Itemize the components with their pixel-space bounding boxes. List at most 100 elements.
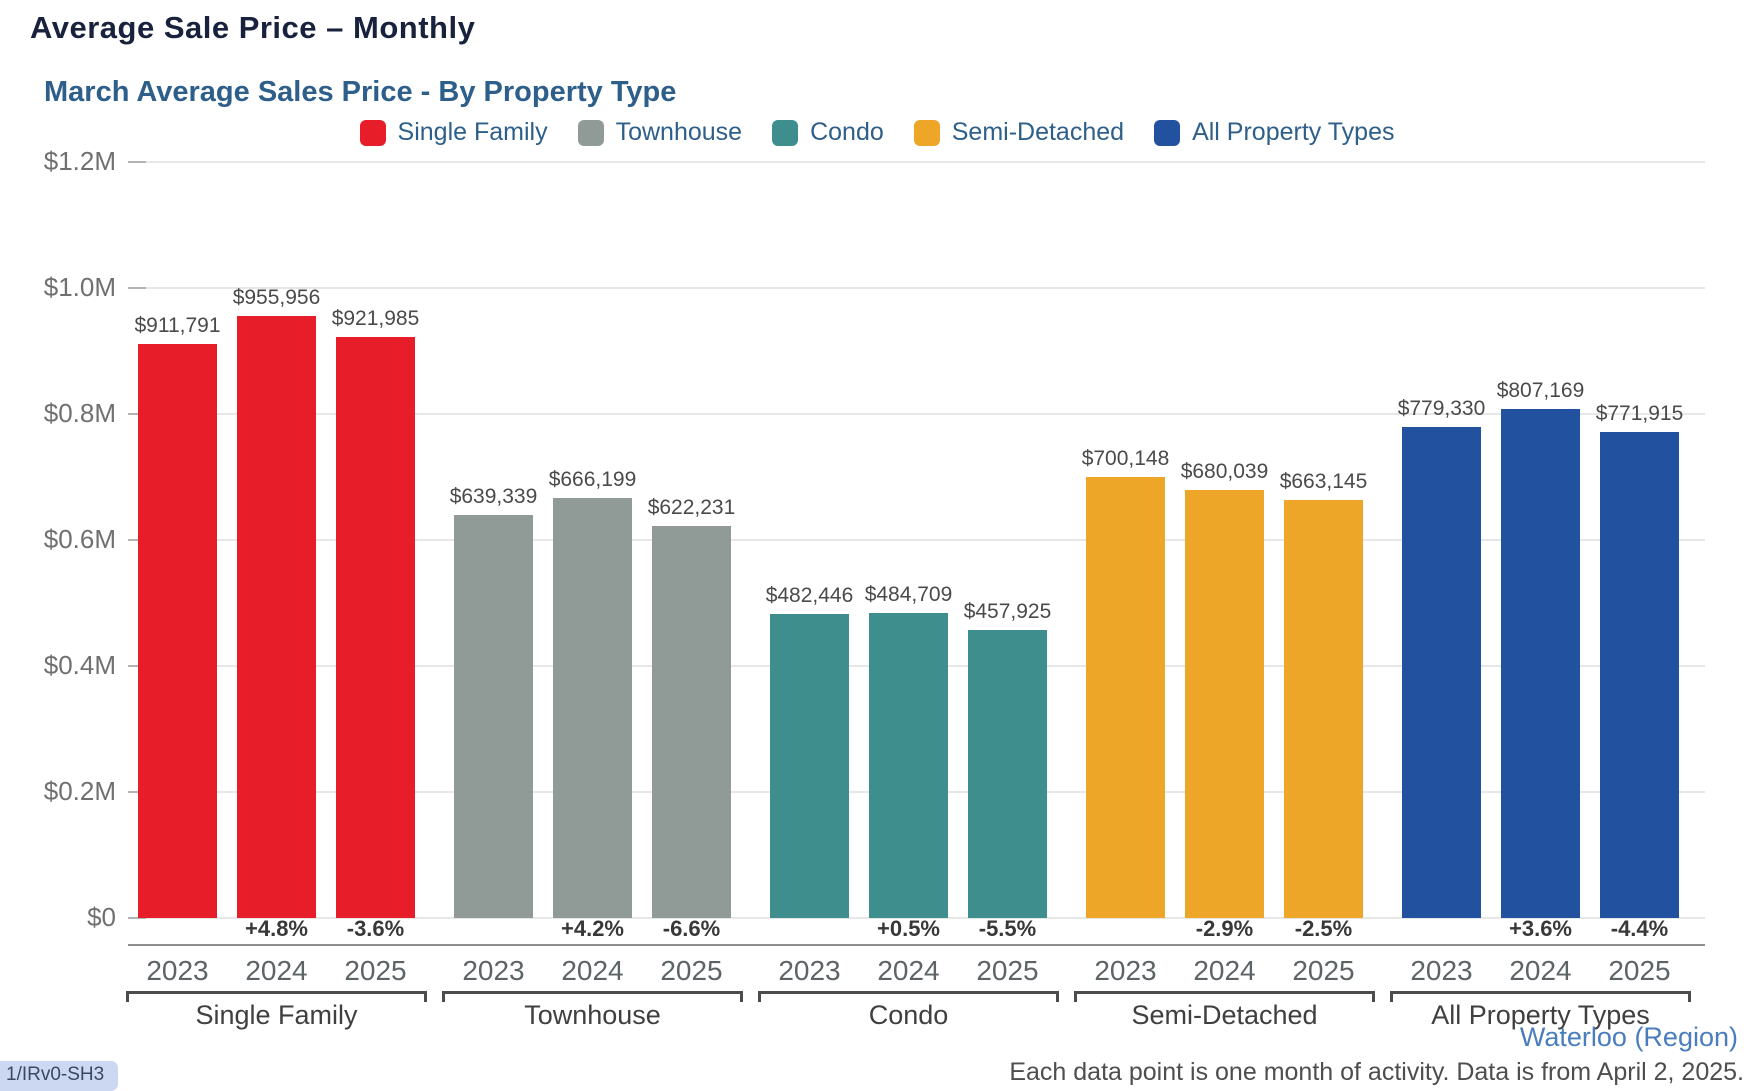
pct-change-label: -5.5% <box>978 916 1037 941</box>
bar-all-property-types-2023[interactable] <box>1402 427 1481 918</box>
year-label: 2024 <box>1193 955 1256 986</box>
legend-item-condo[interactable]: Condo <box>772 118 884 147</box>
bar-condo-2024[interactable] <box>869 612 948 918</box>
legend-swatch-icon <box>772 119 799 146</box>
bar-value-label: $680,039 <box>1180 459 1269 483</box>
pct-change-label: +0.5% <box>877 916 940 941</box>
pct-change-label: -2.5% <box>1294 916 1353 941</box>
bar-single-family-2025[interactable] <box>336 337 415 918</box>
axis-underline <box>128 944 1705 946</box>
legend-label: Townhouse <box>615 118 743 146</box>
y-axis-tick <box>128 287 146 289</box>
legend-swatch-icon <box>913 119 940 146</box>
group-label-all-property-types: All Property Types <box>1431 1000 1650 1030</box>
bar-all-property-types-2024[interactable] <box>1501 409 1580 918</box>
y-axis-tick <box>128 413 146 415</box>
year-label: 2024 <box>877 955 940 986</box>
gridline <box>128 287 1705 289</box>
bar-value-label: $666,199 <box>548 468 637 492</box>
year-label: 2025 <box>1292 955 1355 986</box>
group-label-semi-detached: Semi-Detached <box>1131 1000 1318 1030</box>
group-bracket <box>1390 991 1691 1002</box>
legend-label: Condo <box>810 118 884 146</box>
y-axis-label: $1.0M <box>43 272 116 302</box>
pct-change-label: +4.8% <box>245 916 308 941</box>
bar-value-label: $911,791 <box>134 313 221 337</box>
legend-label: Single Family <box>397 118 548 146</box>
year-label: 2025 <box>976 955 1039 986</box>
data-source-footnote: Each data point is one month of activity… <box>1009 1058 1744 1086</box>
pct-change-label: -2.9% <box>1195 916 1254 941</box>
legend-item-townhouse[interactable]: Townhouse <box>577 118 743 147</box>
bar-value-label: $663,145 <box>1279 470 1368 494</box>
group-bracket <box>758 991 1059 1002</box>
bar-single-family-2024[interactable] <box>237 315 316 918</box>
bar-townhouse-2023[interactable] <box>454 515 533 918</box>
year-label: 2023 <box>462 955 525 986</box>
gridline <box>128 539 1705 541</box>
bar-value-label: $639,339 <box>449 485 538 509</box>
bar-value-label: $807,169 <box>1496 379 1585 403</box>
status-badge: 1/IRv0-SH3 <box>0 1061 119 1091</box>
chart-title: March Average Sales Price - By Property … <box>44 76 677 108</box>
legend-swatch-icon <box>1154 119 1181 146</box>
year-label: 2024 <box>1509 955 1572 986</box>
group-label-single-family: Single Family <box>195 1000 358 1030</box>
y-axis-label: $0.2M <box>43 776 116 806</box>
gridline <box>128 917 1705 919</box>
legend-item-single-family[interactable]: Single Family <box>359 118 548 147</box>
bar-semi-detached-2023[interactable] <box>1086 476 1165 918</box>
y-axis-tick <box>128 917 146 919</box>
bar-value-label: $771,915 <box>1595 401 1684 425</box>
y-axis-tick <box>128 161 146 163</box>
year-label: 2025 <box>660 955 723 986</box>
legend-label: Semi-Detached <box>951 118 1125 146</box>
gridline <box>128 161 1705 163</box>
year-label: 2023 <box>778 955 841 986</box>
bar-value-label: $779,330 <box>1397 397 1486 421</box>
bar-condo-2023[interactable] <box>770 614 849 918</box>
pct-change-label: +4.2% <box>561 916 624 941</box>
group-bracket <box>126 991 427 1002</box>
y-axis-label: $0 <box>87 902 116 932</box>
bar-all-property-types-2025[interactable] <box>1600 431 1679 918</box>
year-label: 2024 <box>561 955 624 986</box>
legend-item-all-property-types[interactable]: All Property Types <box>1154 118 1394 147</box>
bar-townhouse-2024[interactable] <box>553 498 632 918</box>
pct-change-label: -3.6% <box>346 916 405 941</box>
bar-value-label: $484,709 <box>864 582 953 606</box>
gridline <box>128 413 1705 415</box>
region-link[interactable]: Waterloo (Region) <box>1519 1022 1738 1052</box>
y-axis-label: $0.6M <box>43 524 116 554</box>
bar-value-label: $955,956 <box>232 285 321 309</box>
bar-semi-detached-2025[interactable] <box>1284 500 1363 918</box>
bar-townhouse-2025[interactable] <box>652 525 731 918</box>
pct-change-label: -4.4% <box>1610 916 1669 941</box>
bar-semi-detached-2024[interactable] <box>1185 489 1264 918</box>
legend-swatch-icon <box>359 119 386 146</box>
group-label-condo: Condo <box>868 1000 949 1030</box>
legend-item-semi-detached[interactable]: Semi-Detached <box>913 118 1125 147</box>
year-label: 2025 <box>344 955 407 986</box>
y-axis-label: $0.4M <box>43 650 116 680</box>
group-label-townhouse: Townhouse <box>524 1000 661 1030</box>
bar-value-label: $921,985 <box>331 307 420 331</box>
y-axis-label: $0.8M <box>43 398 116 428</box>
y-axis-tick <box>128 791 146 793</box>
year-label: 2023 <box>146 955 209 986</box>
page-title: Average Sale Price – Monthly <box>30 10 476 45</box>
year-label: 2024 <box>245 955 308 986</box>
year-label: 2025 <box>1608 955 1671 986</box>
bar-value-label: $482,446 <box>765 584 854 608</box>
bar-condo-2025[interactable] <box>968 629 1047 918</box>
bar-single-family-2023[interactable] <box>138 343 217 918</box>
chart-legend: Single Family Townhouse Condo Semi-Detached… <box>0 118 1754 147</box>
legend-label: All Property Types <box>1192 118 1395 146</box>
pct-change-label: +3.6% <box>1509 916 1572 941</box>
pct-change-label: -6.6% <box>662 916 721 941</box>
y-axis-label: $1.2M <box>43 146 116 176</box>
year-label: 2023 <box>1094 955 1157 986</box>
group-bracket <box>1074 991 1375 1002</box>
bar-value-label: $622,231 <box>647 495 736 519</box>
